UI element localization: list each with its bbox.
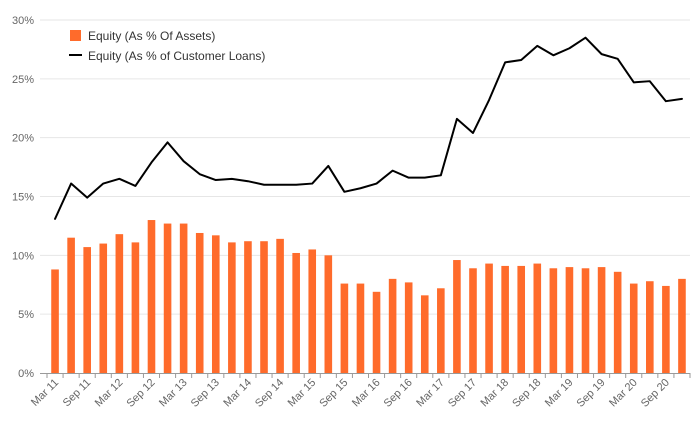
x-tick-label: Mar 20 xyxy=(607,377,640,410)
legend-label-line: Equity (As % of Customer Loans) xyxy=(88,49,265,63)
bar xyxy=(549,268,558,373)
x-tick-label: Mar 11 xyxy=(29,377,61,409)
y-tick-label: 5% xyxy=(18,309,34,321)
x-tick-label: Mar 16 xyxy=(350,377,383,410)
y-tick-label: 25% xyxy=(12,74,34,86)
y-tick-label: 10% xyxy=(12,250,34,262)
x-tick-label: Sep 16 xyxy=(382,377,415,410)
bar xyxy=(517,265,526,373)
bar xyxy=(629,283,638,373)
x-tick-label: Sep 14 xyxy=(253,377,286,410)
bar xyxy=(678,278,686,373)
legend-swatch-bars xyxy=(70,30,81,41)
bar xyxy=(67,237,75,373)
bar xyxy=(260,241,268,373)
bar xyxy=(147,220,156,373)
bar xyxy=(115,234,124,373)
bar xyxy=(662,285,670,373)
y-tick-label: 15% xyxy=(12,192,34,204)
x-tick-label: Mar 17 xyxy=(414,377,447,410)
bar xyxy=(453,260,461,373)
series-line xyxy=(54,36,683,220)
bar xyxy=(131,242,140,373)
y-tick-label: 30% xyxy=(12,15,34,27)
x-tick-label: Sep 17 xyxy=(446,377,479,410)
x-tick-label: Mar 19 xyxy=(543,377,576,410)
x-tick-label: Mar 12 xyxy=(93,377,126,410)
bar xyxy=(485,263,493,373)
bar xyxy=(613,271,622,373)
x-tick-label: Mar 14 xyxy=(221,377,254,410)
x-tick-label: Mar 18 xyxy=(479,377,512,410)
legend: Equity (As % Of Assets) Equity (As % of … xyxy=(69,29,265,63)
bar xyxy=(340,283,349,373)
bar xyxy=(388,278,397,373)
x-tick-label: Sep 19 xyxy=(575,377,608,410)
bar xyxy=(211,235,220,373)
bar xyxy=(324,255,333,373)
bar xyxy=(244,241,252,373)
bar xyxy=(356,283,365,373)
y-tick-label: 0% xyxy=(18,368,34,380)
x-tick-label: Sep 18 xyxy=(510,377,543,410)
x-tick-label: Mar 13 xyxy=(157,377,190,410)
bar xyxy=(646,281,654,373)
x-tick-label: Mar 15 xyxy=(286,377,319,410)
bar xyxy=(501,265,509,373)
bar xyxy=(437,288,445,373)
bar xyxy=(292,252,300,373)
bar xyxy=(533,263,542,373)
x-tick-label: Sep 13 xyxy=(189,377,222,410)
bar xyxy=(51,269,59,373)
bar xyxy=(163,223,172,373)
line-series xyxy=(54,36,683,220)
bar-series xyxy=(51,220,686,373)
bar xyxy=(404,282,413,373)
bar xyxy=(179,223,188,373)
bar xyxy=(83,247,91,373)
bar xyxy=(565,267,574,373)
bar xyxy=(469,268,477,373)
bar xyxy=(597,267,606,373)
bar xyxy=(420,295,429,373)
bar xyxy=(308,249,317,373)
bar xyxy=(372,291,381,373)
x-tick-label: Sep 12 xyxy=(124,377,157,410)
bar xyxy=(228,242,236,373)
y-tick-label: 20% xyxy=(12,133,34,145)
x-tick-label: Sep 11 xyxy=(61,377,94,410)
x-tick-label: Sep 20 xyxy=(639,377,672,410)
legend-label-bars: Equity (As % Of Assets) xyxy=(88,29,215,43)
x-tick-label: Sep 15 xyxy=(317,377,350,410)
bar xyxy=(99,243,108,373)
bar xyxy=(581,268,590,373)
bar xyxy=(195,232,204,373)
bar xyxy=(276,238,284,373)
